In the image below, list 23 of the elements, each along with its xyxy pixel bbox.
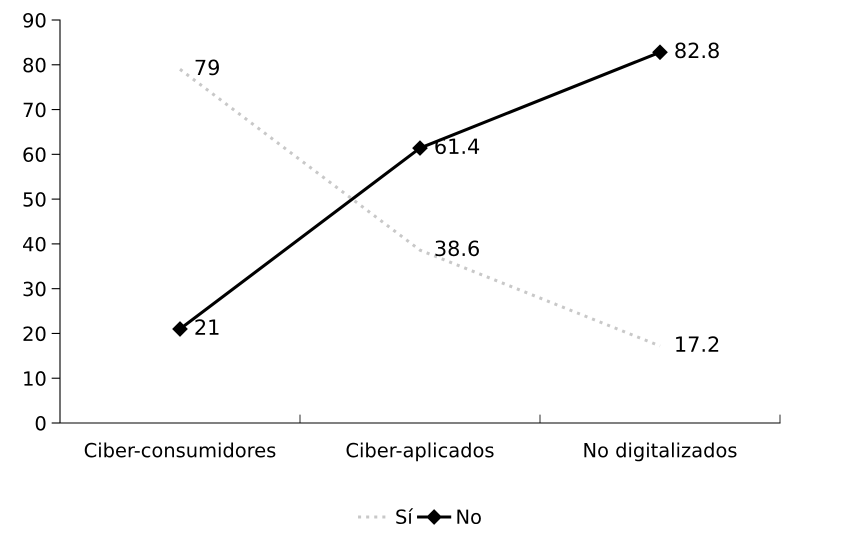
data-label: 38.6 (435, 240, 479, 256)
point (652, 44, 668, 60)
x-tick-label: Ciber-consumidores (84, 442, 276, 458)
legend-label: Sí (396, 508, 414, 524)
x-tick-label: Ciber-aplicados (346, 442, 494, 462)
y-tick-label: 50 (24, 192, 46, 207)
y-tick-label: 30 (24, 282, 46, 296)
x-tick-label: No digitalizados (584, 442, 737, 462)
y-tick-label: 70 (24, 102, 46, 118)
point (172, 321, 188, 337)
y-tick-label: 80 (23, 58, 46, 72)
data-label: 21 (195, 319, 218, 335)
y-tick-label: 40 (23, 236, 46, 252)
legend-label: No (457, 510, 481, 524)
point (412, 140, 428, 156)
y-tick-label: 20 (23, 326, 46, 342)
y-tick-label: 90 (23, 12, 46, 28)
data-label: 17.2 (676, 336, 718, 352)
y-tick-label: 60 (23, 147, 46, 162)
data-label: 79 (196, 60, 219, 76)
y-tick-label: 10 (24, 371, 46, 386)
data-label: 82.8 (675, 42, 719, 58)
y-tick-label: 0 (36, 416, 46, 431)
